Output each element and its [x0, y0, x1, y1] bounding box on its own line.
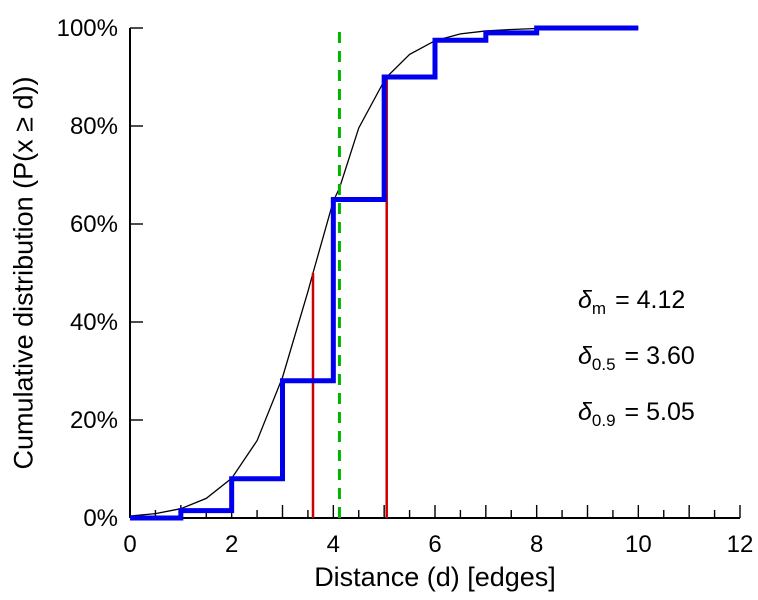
fitted-cdf-curve	[129, 27, 639, 517]
stat-delta-05-value: = 3.60	[624, 342, 695, 370]
stat-delta-m: δm = 4.12	[578, 272, 695, 328]
stats-annotations: δm = 4.12 δ0.5 = 3.60 δ0.9 = 5.05	[578, 272, 695, 440]
delta-symbol: δ	[578, 286, 592, 314]
delta-symbol: δ	[578, 398, 592, 426]
x-tick-label: 10	[625, 531, 652, 558]
stat-delta-09: δ0.9 = 5.05	[578, 384, 695, 440]
x-tick-label: 4	[327, 531, 340, 558]
delta-09-subscript: 0.9	[591, 411, 616, 430]
delta-symbol: δ	[578, 342, 592, 370]
y-tick-label: 40%	[70, 309, 118, 336]
y-tick-label: 0%	[83, 505, 118, 532]
empirical-cdf-steps	[130, 25, 639, 521]
y-tick-label: 80%	[70, 113, 118, 140]
delta-05-subscript: 0.5	[591, 355, 616, 374]
x-tick-label: 0	[123, 531, 136, 558]
stat-delta-09-value: = 5.05	[624, 398, 695, 426]
stat-delta-m-value: = 4.12	[615, 286, 686, 314]
x-tick-label: 8	[530, 531, 543, 558]
delta-m-subscript: m	[591, 299, 607, 318]
y-tick-label: 100%	[57, 15, 118, 42]
x-tick-label: 2	[225, 531, 238, 558]
x-tick-label: 12	[727, 531, 754, 558]
y-tick-label: 60%	[70, 211, 118, 238]
x-axis-title: Distance (d) [edges]	[314, 562, 556, 592]
stat-delta-05: δ0.5 = 3.60	[578, 328, 695, 384]
x-tick-label: 6	[428, 531, 441, 558]
y-axis-title: Cumulative distribution (P(x ≥ d))	[8, 76, 39, 470]
y-tick-label: 20%	[70, 407, 118, 434]
